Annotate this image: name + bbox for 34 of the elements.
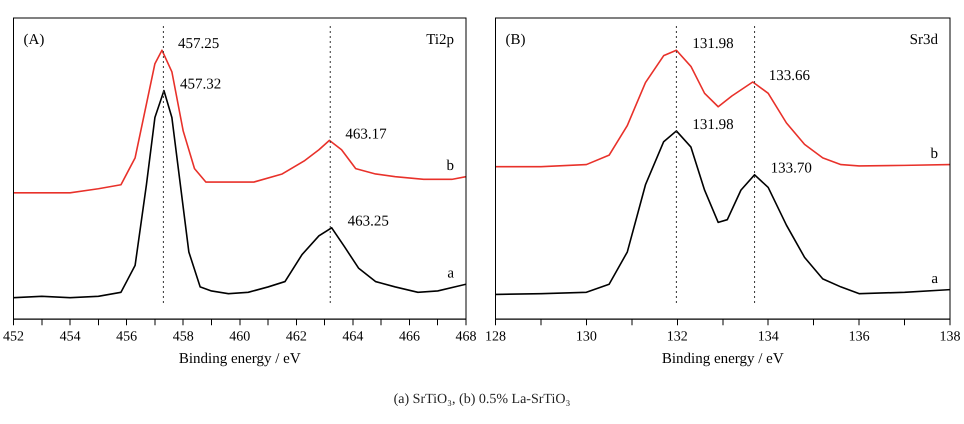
x-tick-label: 134: [758, 329, 779, 344]
x-tick-label: 138: [940, 329, 960, 344]
x-tick-label: 136: [848, 329, 870, 344]
annotation: 133.70: [770, 160, 812, 177]
x-axis-title: Binding energy / eV: [662, 350, 784, 367]
text: Ti2p: [426, 32, 454, 48]
x-tick-label: 132: [666, 329, 688, 344]
annotation: 133.66: [768, 68, 810, 84]
x-tick-label: 460: [229, 329, 250, 344]
text: Sr3d: [910, 32, 938, 48]
annotation: 131.98: [692, 116, 734, 133]
x-tick-label: 128: [485, 329, 506, 344]
text: (a) SrTiO₃, (b) 0.5% La-SrTiO₃: [392, 392, 572, 408]
series-label: b: [446, 158, 454, 174]
annotation: 131.98: [692, 36, 734, 52]
x-tick-label: 458: [172, 329, 194, 344]
x-tick-label: 466: [398, 329, 420, 344]
series-label: a: [931, 271, 938, 288]
text: (B): [506, 32, 526, 48]
x-tick-label: 454: [60, 329, 81, 344]
x-tick-label: 452: [3, 329, 24, 344]
x-tick-label: 468: [456, 329, 476, 344]
x-tick-label: 130: [576, 329, 597, 344]
series-label: b: [930, 146, 938, 162]
x-axis-title: Binding energy / eV: [178, 350, 301, 367]
annotation: 463.17: [345, 126, 388, 142]
text: (A): [24, 32, 44, 48]
x-tick-label: 456: [116, 329, 138, 344]
annotation: 457.25: [178, 36, 220, 52]
x-tick-label: 462: [286, 329, 307, 344]
annotation: 463.25: [348, 214, 389, 230]
annotation: 457.32: [180, 76, 222, 93]
x-tick-label: 464: [342, 329, 364, 344]
series-label: a: [447, 266, 454, 282]
